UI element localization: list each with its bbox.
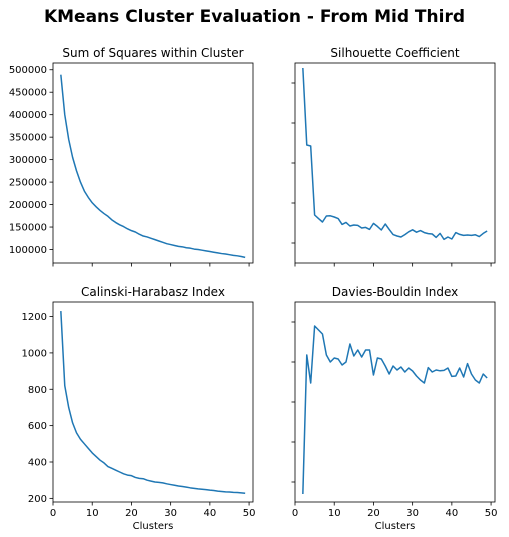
x-tick-label-calinski-harabasz: 0 (50, 508, 56, 519)
panel-title-calinski-harabasz: Calinski-Harabasz Index (81, 285, 225, 299)
y-tick-label-calinski-harabasz: 800 (28, 385, 47, 396)
panel-davies-bouldin: Davies-Bouldin Index 0 10 20 30 40 50 Clusters (291, 285, 498, 532)
x-tick-label-calinski-harabasz: 10 (86, 508, 99, 519)
x-tick-label-davies-bouldin: 30 (406, 508, 419, 519)
axes-frame-silhouette (294, 62, 496, 264)
y-tick-label-calinski-harabasz: 1200 (22, 312, 47, 323)
y-tick-label-sum-of-squares: 100000 (9, 245, 47, 256)
panel-title-davies-bouldin: Davies-Bouldin Index (332, 285, 459, 299)
axes-frame-sum-of-squares (52, 62, 254, 264)
y-tick-label-calinski-harabasz: 1000 (22, 348, 47, 359)
y-tick-label-sum-of-squares: 150000 (9, 223, 47, 234)
series-line-silhouette (302, 67, 488, 241)
x-axis-label-davies-bouldin: Clusters (375, 521, 416, 532)
x-tick-label-davies-bouldin: 40 (445, 508, 458, 519)
x-tick-label-davies-bouldin: 10 (328, 508, 341, 519)
x-tick-label-davies-bouldin: 0 (292, 508, 298, 519)
panel-calinski-harabasz: Calinski-Harabasz Index 0 10 20 30 40 50 200 400… (22, 285, 256, 532)
y-tick-label-sum-of-squares: 400000 (9, 110, 47, 121)
panel-title-sum-of-squares: Sum of Squares within Cluster (62, 46, 243, 60)
figure-title: KMeans Cluster Evaluation - From Mid Thi… (44, 7, 465, 27)
panel-silhouette: Silhouette Coefficient (291, 46, 496, 267)
axes-frame-calinski-harabasz (52, 301, 254, 503)
x-axis-label-calinski-harabasz: Clusters (133, 521, 174, 532)
x-tick-label-davies-bouldin: 50 (485, 508, 498, 519)
series-line-calinski-harabasz (60, 311, 246, 495)
x-tick-label-calinski-harabasz: 20 (125, 508, 138, 519)
y-tick-label-calinski-harabasz: 600 (28, 421, 47, 432)
x-tick-label-davies-bouldin: 20 (367, 508, 380, 519)
panel-title-silhouette: Silhouette Coefficient (330, 46, 459, 60)
y-tick-label-sum-of-squares: 350000 (9, 133, 47, 144)
y-tick-label-sum-of-squares: 500000 (9, 65, 47, 76)
y-tick-label-calinski-harabasz: 200 (28, 494, 47, 505)
y-tick-label-sum-of-squares: 300000 (9, 155, 47, 166)
x-tick-label-calinski-harabasz: 30 (164, 508, 177, 519)
y-tick-label-calinski-harabasz: 400 (28, 458, 47, 469)
x-tick-label-calinski-harabasz: 50 (243, 508, 256, 519)
y-tick-label-sum-of-squares: 450000 (9, 88, 47, 99)
series-line-sum-of-squares (60, 74, 246, 259)
y-tick-label-sum-of-squares: 250000 (9, 178, 47, 189)
x-tick-label-calinski-harabasz: 40 (203, 508, 216, 519)
panel-sum-of-squares: Sum of Squares within Cluster 100000 15000… (9, 46, 254, 267)
y-tick-label-sum-of-squares: 200000 (9, 200, 47, 211)
subplot-grid: Sum of Squares within Cluster10000015000… (9, 46, 498, 532)
axes-frame-davies-bouldin (294, 301, 496, 503)
series-line-davies-bouldin (302, 325, 488, 495)
